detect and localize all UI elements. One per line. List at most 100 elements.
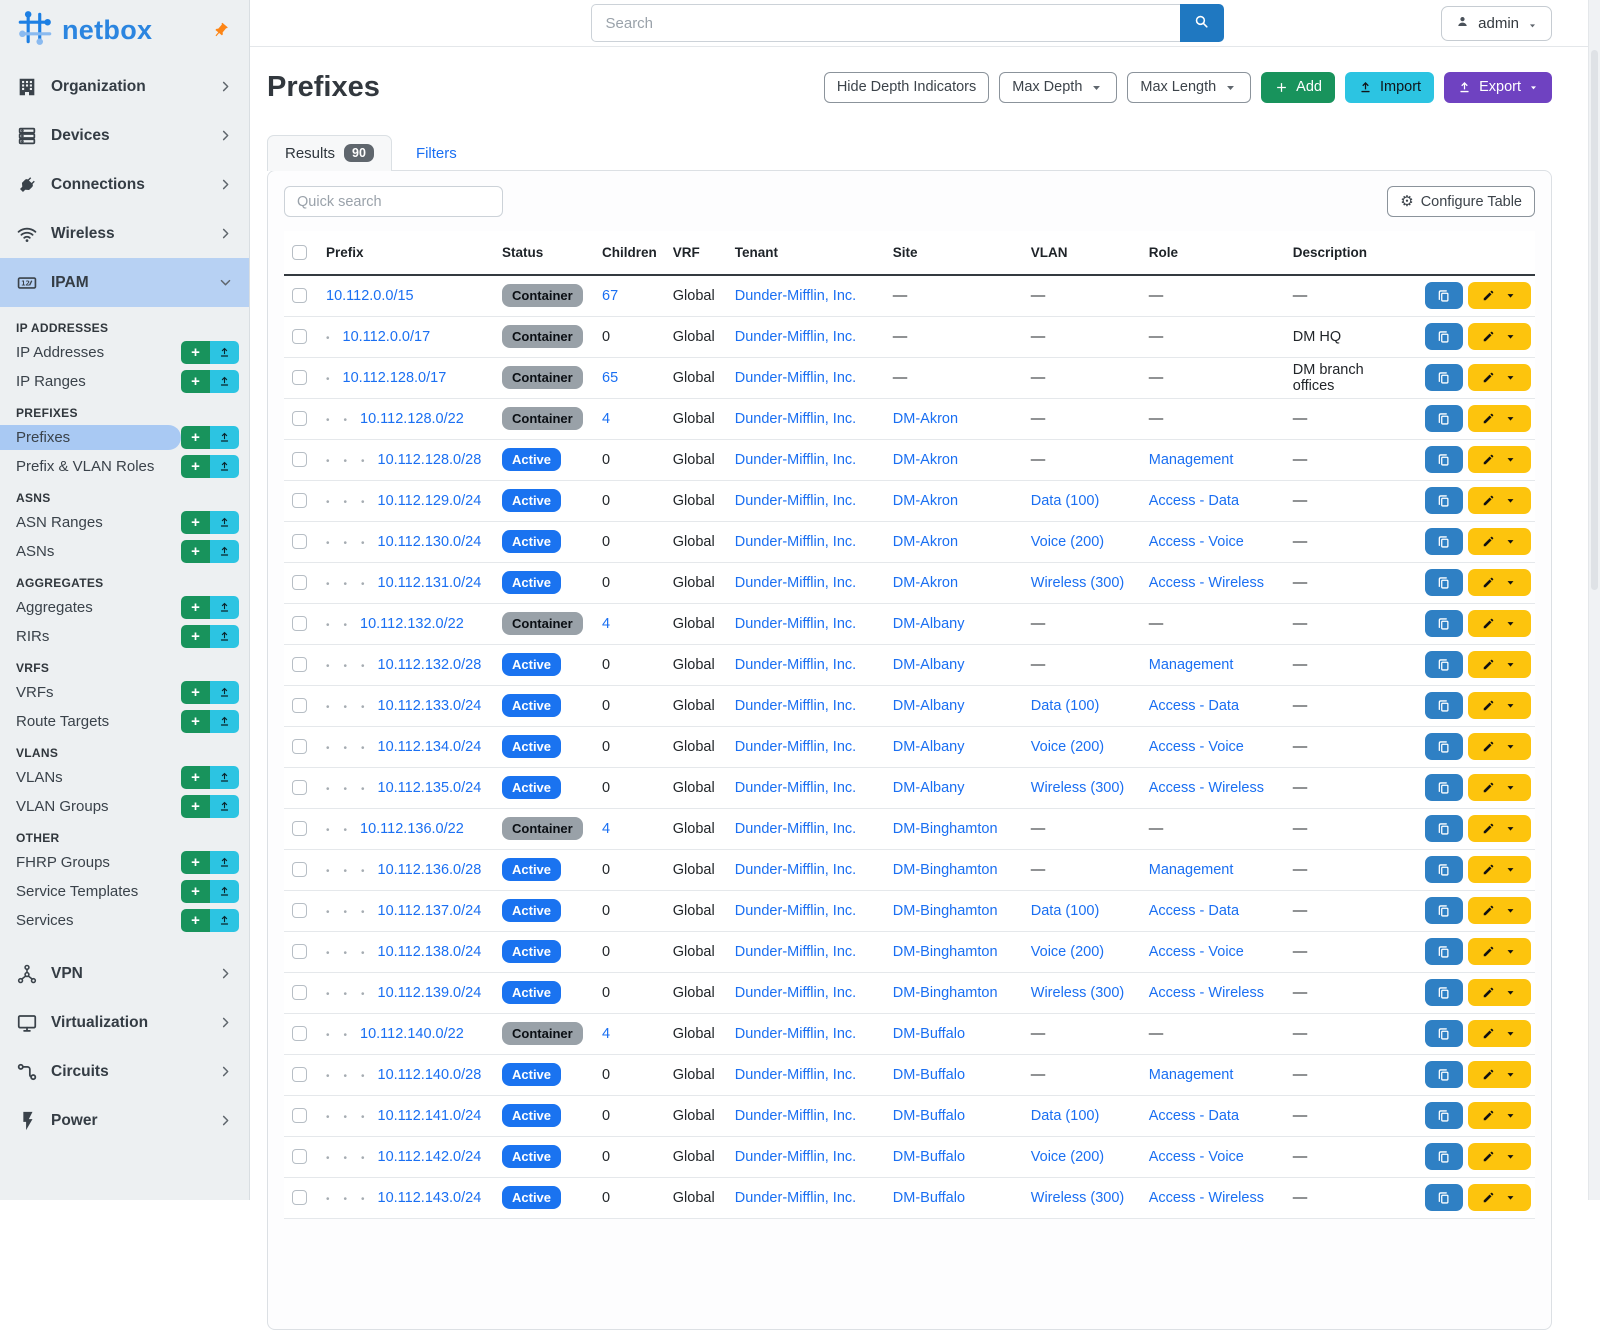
prefix-link[interactable]: 10.112.0.0/15 (326, 287, 414, 304)
column-header-vlan[interactable]: VLAN (1022, 231, 1141, 276)
clone-button[interactable] (1425, 733, 1463, 760)
clone-button[interactable] (1425, 323, 1463, 350)
prefix-link[interactable]: 10.112.139.0/24 (377, 984, 482, 1001)
quick-add-button[interactable]: + (181, 681, 210, 704)
edit-button[interactable] (1468, 446, 1531, 473)
select-all-checkbox[interactable] (292, 245, 307, 260)
clone-button[interactable] (1425, 487, 1463, 514)
sidebar-link-vlans[interactable]: VLANs (16, 769, 63, 786)
tab-filters[interactable]: Filters (415, 145, 457, 162)
tenant-link[interactable]: Dunder-Mifflin, Inc. (734, 697, 857, 714)
sidebar-link-services[interactable]: Services (16, 912, 74, 929)
tenant-link[interactable]: Dunder-Mifflin, Inc. (734, 451, 857, 468)
tenant-link[interactable]: Dunder-Mifflin, Inc. (734, 1189, 857, 1206)
prefix-link[interactable]: 10.112.128.0/22 (360, 410, 464, 427)
tenant-link[interactable]: Dunder-Mifflin, Inc. (734, 287, 857, 304)
tenant-link[interactable]: Dunder-Mifflin, Inc. (734, 861, 857, 878)
add-button[interactable]: Add (1261, 71, 1335, 103)
quick-import-button[interactable] (210, 795, 239, 818)
site-link[interactable]: DM-Albany (892, 697, 965, 714)
clone-button[interactable] (1425, 282, 1463, 310)
sidebar-item-circuits[interactable]: Circuits (0, 1047, 249, 1096)
site-link[interactable]: DM-Albany (892, 738, 965, 755)
tenant-link[interactable]: Dunder-Mifflin, Inc. (734, 820, 857, 837)
quick-add-button[interactable]: + (181, 596, 210, 619)
clone-button[interactable] (1425, 938, 1463, 965)
column-header-site[interactable]: Site (884, 231, 1023, 276)
site-link[interactable]: DM-Albany (892, 656, 965, 673)
children-count-link[interactable]: 4 (602, 410, 611, 427)
site-link[interactable]: DM-Buffalo (892, 1066, 966, 1083)
prefix-link[interactable]: 10.112.141.0/24 (377, 1107, 482, 1124)
quick-add-button[interactable]: + (181, 880, 210, 903)
import-button[interactable]: Import (1344, 71, 1435, 103)
netbox-logo[interactable]: netbox (14, 7, 152, 54)
sidebar-item-virtualization[interactable]: Virtualization (0, 998, 249, 1047)
clone-button[interactable] (1425, 569, 1463, 596)
clone-button[interactable] (1425, 405, 1463, 432)
role-link[interactable]: Access - Voice (1148, 1148, 1244, 1165)
row-checkbox[interactable] (292, 329, 307, 344)
quick-import-button[interactable] (210, 370, 239, 393)
role-link[interactable]: Access - Data (1148, 492, 1240, 509)
tenant-link[interactable]: Dunder-Mifflin, Inc. (734, 902, 857, 919)
column-header-status[interactable]: Status (494, 231, 594, 276)
quick-add-button[interactable]: + (181, 370, 210, 393)
tenant-link[interactable]: Dunder-Mifflin, Inc. (734, 1148, 857, 1165)
prefix-link[interactable]: 10.112.132.0/28 (377, 656, 482, 673)
sidebar-item-vpn[interactable]: VPN (0, 949, 249, 998)
site-link[interactable]: DM-Binghamton (892, 820, 998, 837)
quick-add-button[interactable]: + (181, 455, 210, 478)
tenant-link[interactable]: Dunder-Mifflin, Inc. (734, 574, 857, 591)
tenant-link[interactable]: Dunder-Mifflin, Inc. (734, 615, 857, 632)
vlan-link[interactable]: Wireless (300) (1030, 984, 1125, 1001)
edit-button[interactable] (1468, 282, 1531, 310)
tenant-link[interactable]: Dunder-Mifflin, Inc. (734, 492, 857, 509)
edit-button[interactable] (1468, 1020, 1531, 1047)
clone-button[interactable] (1425, 774, 1463, 801)
prefix-link[interactable]: 10.112.133.0/24 (377, 697, 482, 714)
vlan-link[interactable]: Voice (200) (1030, 738, 1105, 755)
quick-import-button[interactable] (210, 540, 239, 563)
column-header-role[interactable]: Role (1140, 231, 1285, 276)
row-checkbox[interactable] (292, 493, 307, 508)
role-link[interactable]: Access - Data (1148, 1107, 1240, 1124)
edit-button[interactable] (1468, 569, 1531, 596)
edit-button[interactable] (1468, 1143, 1531, 1170)
sidebar-link-vlan-groups[interactable]: VLAN Groups (16, 798, 109, 815)
site-link[interactable]: DM-Albany (892, 779, 965, 796)
quick-import-button[interactable] (210, 455, 239, 478)
site-link[interactable]: DM-Akron (892, 492, 959, 509)
row-checkbox[interactable] (292, 657, 307, 672)
role-link[interactable]: Access - Voice (1148, 738, 1244, 755)
row-checkbox[interactable] (292, 1108, 307, 1123)
prefix-link[interactable]: 10.112.138.0/24 (377, 943, 482, 960)
tenant-link[interactable]: Dunder-Mifflin, Inc. (734, 984, 857, 1001)
sidebar-link-asns[interactable]: ASNs (16, 543, 55, 560)
sidebar-link-rirs[interactable]: RIRs (16, 628, 50, 645)
sidebar-link-fhrp-groups[interactable]: FHRP Groups (16, 854, 110, 871)
pin-sidebar-icon[interactable] (212, 22, 229, 39)
edit-button[interactable] (1468, 487, 1531, 514)
clone-button[interactable] (1425, 692, 1463, 719)
sidebar-item-wireless[interactable]: Wireless (0, 209, 249, 258)
clone-button[interactable] (1425, 815, 1463, 842)
quick-add-button[interactable]: + (181, 511, 210, 534)
quick-import-button[interactable] (210, 511, 239, 534)
sidebar-item-connections[interactable]: Connections (0, 160, 249, 209)
max-length-dropdown[interactable]: Max Length (1127, 71, 1252, 103)
sidebar-link-route-targets[interactable]: Route Targets (16, 713, 110, 730)
quick-import-button[interactable] (210, 596, 239, 619)
role-link[interactable]: Access - Wireless (1148, 574, 1264, 591)
column-header-children[interactable]: Children (594, 231, 665, 276)
role-link[interactable]: Access - Wireless (1148, 984, 1264, 1001)
role-link[interactable]: Access - Voice (1148, 943, 1244, 960)
prefix-link[interactable]: 10.112.128.0/28 (377, 451, 482, 468)
row-checkbox[interactable] (292, 698, 307, 713)
sidebar-link-prefixes[interactable]: Prefixes (0, 425, 181, 450)
edit-button[interactable] (1468, 405, 1531, 432)
column-header-vrf[interactable]: VRF (664, 231, 727, 276)
column-header-tenant[interactable]: Tenant (726, 231, 885, 276)
quick-import-button[interactable] (210, 681, 239, 704)
prefix-link[interactable]: 10.112.134.0/24 (377, 738, 482, 755)
